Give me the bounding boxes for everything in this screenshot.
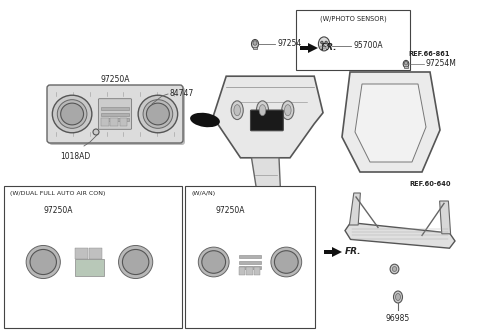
Ellipse shape: [404, 61, 408, 65]
Text: 97254: 97254: [277, 40, 301, 48]
Bar: [239, 255, 261, 258]
Ellipse shape: [282, 101, 294, 120]
Bar: [326, 46, 327, 49]
Bar: [246, 267, 252, 275]
Bar: [110, 118, 118, 126]
Ellipse shape: [253, 41, 257, 45]
Polygon shape: [355, 84, 426, 162]
Ellipse shape: [122, 249, 149, 275]
Ellipse shape: [256, 101, 268, 120]
Ellipse shape: [138, 95, 178, 133]
FancyBboxPatch shape: [236, 246, 264, 278]
Text: 95700A: 95700A: [353, 42, 383, 50]
FancyBboxPatch shape: [16, 229, 162, 295]
Bar: [239, 261, 261, 264]
Ellipse shape: [392, 267, 396, 271]
Bar: [254, 267, 260, 275]
Polygon shape: [323, 45, 325, 47]
Bar: [101, 118, 129, 121]
Bar: [323, 46, 324, 49]
Ellipse shape: [146, 103, 169, 125]
Polygon shape: [324, 247, 342, 257]
Ellipse shape: [143, 100, 173, 128]
Ellipse shape: [271, 247, 302, 277]
Text: 1018AD: 1018AD: [60, 152, 90, 161]
Text: 97250A: 97250A: [215, 206, 244, 215]
FancyBboxPatch shape: [72, 244, 107, 280]
Ellipse shape: [93, 129, 99, 135]
Bar: [101, 118, 109, 126]
Text: 84747: 84747: [170, 90, 194, 99]
Ellipse shape: [275, 251, 298, 273]
Text: (W/DUAL FULL AUTO AIR CON): (W/DUAL FULL AUTO AIR CON): [10, 191, 106, 196]
Polygon shape: [300, 43, 318, 53]
Ellipse shape: [193, 242, 234, 282]
FancyBboxPatch shape: [192, 232, 308, 292]
Ellipse shape: [202, 251, 226, 273]
Bar: [120, 118, 127, 126]
Ellipse shape: [60, 103, 84, 125]
Bar: [75, 259, 104, 276]
Bar: [296, 10, 410, 70]
Ellipse shape: [266, 242, 307, 282]
Bar: [4, 186, 182, 328]
Bar: [320, 46, 322, 49]
FancyBboxPatch shape: [98, 99, 132, 129]
Ellipse shape: [21, 240, 66, 284]
Ellipse shape: [231, 101, 243, 120]
Ellipse shape: [396, 293, 400, 300]
Ellipse shape: [259, 105, 266, 116]
Bar: [75, 248, 88, 259]
Bar: [185, 186, 315, 328]
Polygon shape: [440, 201, 451, 234]
FancyBboxPatch shape: [47, 85, 183, 143]
Ellipse shape: [321, 41, 323, 44]
Ellipse shape: [52, 95, 92, 133]
Ellipse shape: [390, 264, 399, 274]
Bar: [253, 47, 257, 49]
FancyBboxPatch shape: [49, 87, 185, 145]
Ellipse shape: [403, 60, 409, 68]
Text: 96985: 96985: [386, 314, 410, 323]
Ellipse shape: [30, 249, 57, 275]
Bar: [89, 248, 102, 259]
Text: REF.60-640: REF.60-640: [409, 181, 451, 187]
Polygon shape: [252, 158, 281, 206]
Ellipse shape: [190, 113, 220, 127]
Bar: [101, 113, 129, 116]
Polygon shape: [342, 72, 440, 172]
Text: 97250A: 97250A: [44, 206, 73, 215]
Bar: [239, 267, 245, 275]
Text: (W/A/N): (W/A/N): [191, 191, 215, 196]
Ellipse shape: [26, 245, 60, 279]
Ellipse shape: [394, 291, 403, 303]
Ellipse shape: [234, 105, 240, 116]
Text: 97254M: 97254M: [426, 59, 457, 68]
Polygon shape: [213, 76, 323, 158]
Ellipse shape: [113, 240, 158, 284]
Text: FR.: FR.: [345, 247, 361, 257]
Text: REF.66-861: REF.66-861: [408, 51, 449, 57]
Ellipse shape: [198, 247, 229, 277]
Bar: [239, 267, 261, 270]
Polygon shape: [349, 193, 360, 225]
Ellipse shape: [252, 40, 259, 48]
FancyBboxPatch shape: [18, 231, 165, 297]
Ellipse shape: [285, 105, 291, 116]
Bar: [101, 107, 129, 110]
Text: FR.: FR.: [321, 43, 337, 52]
Ellipse shape: [318, 37, 330, 51]
FancyBboxPatch shape: [251, 110, 283, 131]
Text: (W/PHOTO SENSOR): (W/PHOTO SENSOR): [320, 16, 386, 23]
Polygon shape: [345, 222, 455, 248]
Text: 97250A: 97250A: [100, 75, 130, 84]
Bar: [404, 66, 408, 68]
Ellipse shape: [325, 41, 327, 44]
Ellipse shape: [119, 245, 153, 279]
Ellipse shape: [57, 100, 87, 128]
FancyBboxPatch shape: [194, 234, 310, 294]
